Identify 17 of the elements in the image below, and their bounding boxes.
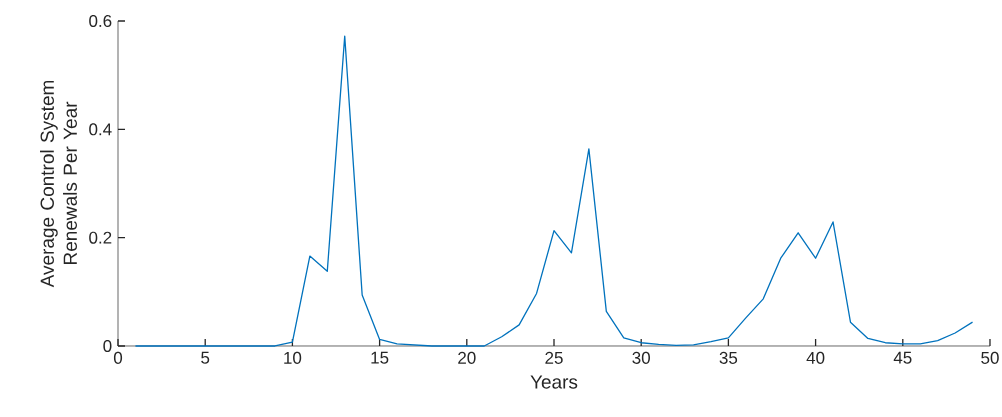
y-tick-label: 0.2 [89,231,112,244]
x-tick-label: 5 [201,351,210,364]
y-axis-title: Average Control System Renewals Per Year [40,80,77,288]
x-tick-label: 35 [719,351,738,364]
x-axis-title: Years [530,375,578,389]
x-tick-label: 25 [545,351,563,364]
x-tick-label: 20 [458,351,476,364]
x-tick-label: 30 [632,351,650,364]
x-tick-label: 15 [371,351,389,364]
x-tick-label: 0 [113,351,123,364]
y-tick-label: 0 [103,339,112,353]
x-tick-label: 50 [981,351,999,364]
x-tick-label: 45 [893,351,912,364]
x-tick-label: 40 [806,351,825,364]
y-tick-label: 0.6 [89,14,112,28]
y-tick-label: 0.4 [89,123,112,136]
x-tick-label: 10 [284,351,302,364]
